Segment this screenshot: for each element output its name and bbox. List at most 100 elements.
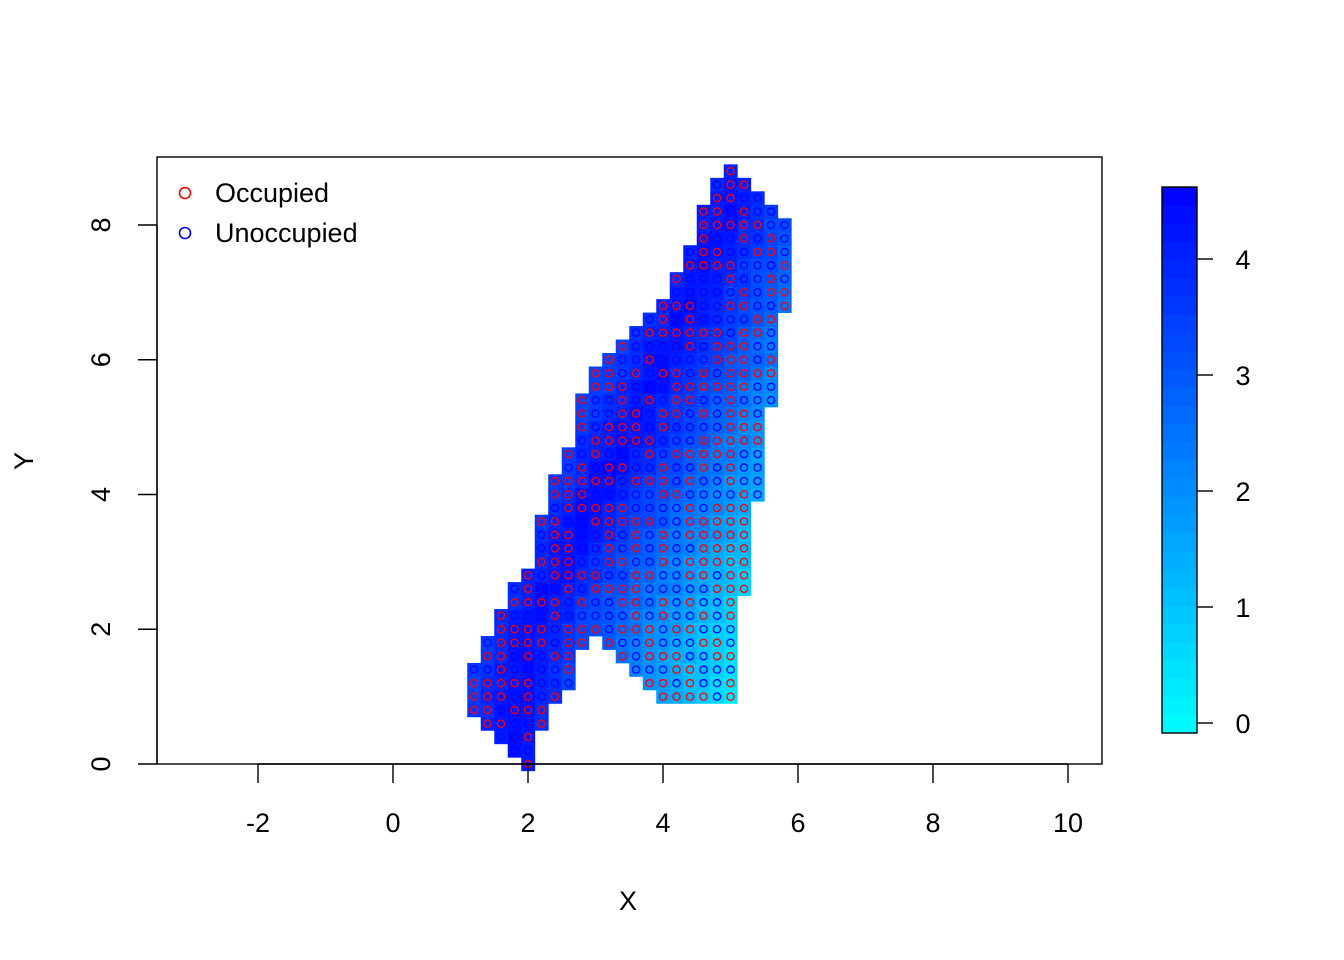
occupied-point <box>618 651 627 661</box>
occupied-point <box>739 436 749 445</box>
colorbar-tick-label: 1 <box>1235 593 1250 623</box>
occupied-point <box>618 382 627 391</box>
occupied-point <box>766 247 776 257</box>
heatmap-cell <box>534 649 549 664</box>
unoccupied-point <box>591 544 600 553</box>
heatmap-cell <box>683 406 698 421</box>
heatmap-cell <box>683 595 698 610</box>
unoccupied-point <box>699 490 708 499</box>
heatmap-cell <box>723 676 738 691</box>
heatmap-cell <box>764 379 779 394</box>
heatmap-cell <box>683 460 698 475</box>
occupied-point <box>604 638 614 647</box>
occupied-point <box>658 544 668 553</box>
heatmap-cell <box>494 649 509 664</box>
colorbar-segment <box>1162 623 1197 643</box>
unoccupied-point <box>726 625 735 634</box>
occupied-point <box>699 463 708 472</box>
heatmap-cell <box>602 433 617 448</box>
colorbar-tick-label: 2 <box>1235 477 1250 507</box>
occupied-point <box>658 678 668 688</box>
heatmap-cell <box>642 609 657 623</box>
occupied-point <box>577 598 587 607</box>
heatmap-cell <box>642 568 657 583</box>
occupied-point <box>564 584 573 594</box>
unoccupied-point <box>658 342 668 351</box>
heatmap-cell <box>629 635 644 650</box>
heatmap-cell <box>642 406 657 421</box>
heatmap-cell <box>683 568 698 583</box>
heatmap-cell <box>561 541 576 556</box>
unoccupied-point <box>712 598 722 607</box>
heatmap-cell <box>588 420 603 435</box>
heatmap-cell <box>669 555 684 570</box>
unoccupied-point <box>712 678 722 688</box>
heatmap-cell <box>494 730 509 745</box>
occupied-point <box>604 436 614 445</box>
heatmap-cell <box>548 649 563 664</box>
occupied-point <box>739 584 749 594</box>
unoccupied-point <box>753 301 762 311</box>
heatmap-cell <box>777 299 792 313</box>
heatmap-cell <box>602 487 617 502</box>
occupied-point <box>604 584 614 594</box>
heatmap-cell <box>750 339 765 354</box>
unoccupied-point <box>712 665 722 674</box>
heatmap-cell <box>521 622 536 637</box>
heatmap-cell <box>588 528 603 543</box>
occupied-point <box>739 328 749 338</box>
heatmap-cell <box>656 379 671 394</box>
unoccupied-point <box>658 584 668 594</box>
heatmap-cell <box>480 703 495 718</box>
heatmap-cell <box>629 514 644 529</box>
heatmap-cell <box>548 541 563 556</box>
occupied-point <box>780 288 789 297</box>
heatmap-cell <box>710 635 725 650</box>
heatmap-cell <box>777 272 792 287</box>
heatmap-cell <box>602 595 617 610</box>
heatmap-cell <box>480 676 495 691</box>
heatmap-cell <box>507 662 522 677</box>
unoccupied-point <box>645 368 654 378</box>
unoccupied-point <box>645 409 654 418</box>
heatmap-cell <box>534 622 549 637</box>
heatmap-cell <box>521 649 536 664</box>
heatmap-cell <box>737 393 752 408</box>
occupied-point <box>672 651 681 661</box>
occupied-point <box>645 395 654 405</box>
heatmap-cell <box>710 299 725 313</box>
occupied-point <box>658 611 668 621</box>
unoccupied-point <box>591 463 600 472</box>
occupied-point <box>712 220 722 230</box>
heatmap-cell <box>629 460 644 475</box>
heatmap-cell <box>710 245 725 260</box>
occupied-point <box>510 705 519 715</box>
y-tick-label: 4 <box>86 487 116 502</box>
heatmap-cell <box>669 487 684 502</box>
heatmap-cell <box>764 353 779 367</box>
heatmap-cell <box>615 501 630 516</box>
heatmap-cell <box>629 353 644 367</box>
unoccupied-point <box>753 382 762 391</box>
heatmap-cell <box>710 339 725 354</box>
heatmap-cell <box>588 474 603 489</box>
heatmap-cell <box>575 609 590 623</box>
occupied-point <box>645 651 654 661</box>
occupied-point <box>712 247 722 257</box>
heatmap-cell <box>750 312 765 327</box>
heatmap-cell <box>507 649 522 664</box>
unoccupied-point <box>510 651 519 661</box>
occupied-point <box>618 503 627 513</box>
occupied-point <box>699 328 708 338</box>
heatmap-cell <box>602 501 617 516</box>
occupied-point <box>726 382 735 391</box>
heatmap-cell <box>507 582 522 596</box>
occupied-point <box>604 463 614 472</box>
heatmap-cell <box>507 635 522 650</box>
heatmap-cell <box>615 420 630 435</box>
heatmap-cell <box>710 595 725 610</box>
heatmap-cell <box>737 177 752 192</box>
unoccupied-point <box>645 557 654 567</box>
occupied-point <box>523 638 533 647</box>
occupied-point <box>645 355 654 364</box>
